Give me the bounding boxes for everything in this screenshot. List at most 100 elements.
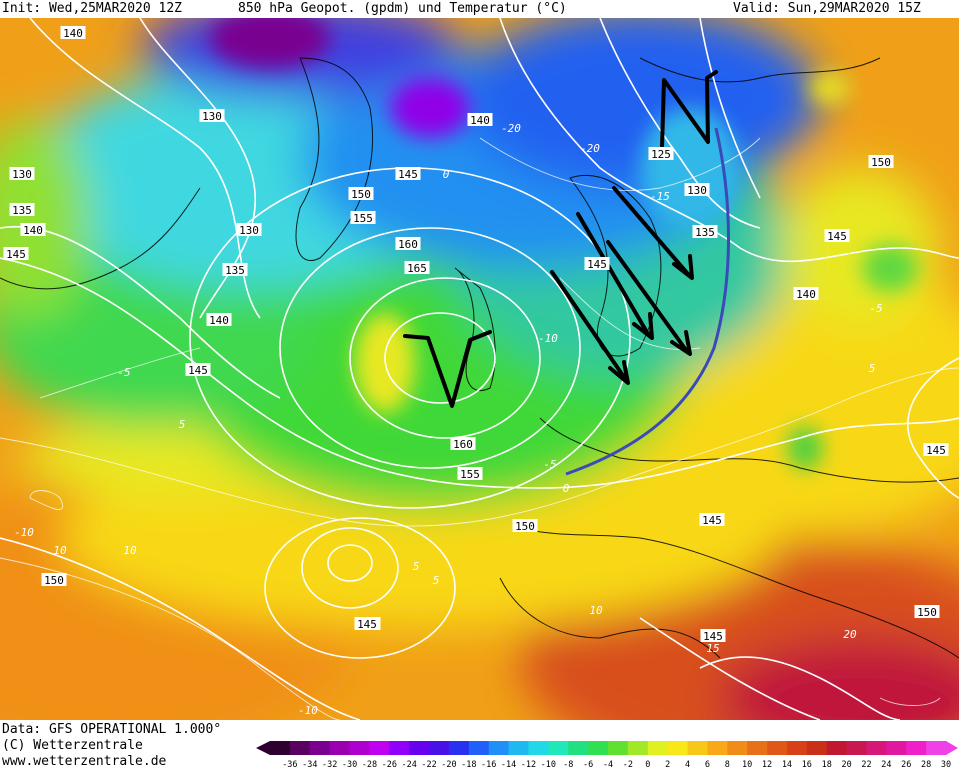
geopotential-label: 160 [453,438,473,451]
legend-tick-label: -24 [401,760,416,770]
temperature-isoline-label: -10 [538,332,558,345]
legend-arrow-left [256,741,270,755]
legend-tick-label: -6 [583,760,593,770]
legend-swatch [786,741,808,755]
temperature-isoline-label: 0 [443,168,450,181]
legend-swatch [826,741,848,755]
legend-tick-label: 24 [881,760,891,770]
legend-swatches [256,741,958,755]
geopotential-labels: 140 130 130 135 140 145 130 135 140 145 150 155 145 1… [3,26,949,643]
legend-swatch [846,741,867,755]
legend-tick-label: -8 [563,760,573,770]
geopotential-label-box [699,513,725,526]
legend-swatch [448,741,470,755]
geopotential-label-box [9,167,35,180]
geopotential-label: 145 [6,248,26,261]
legend-tick-label: -10 [541,760,556,770]
legend-swatch [409,741,430,755]
geopotential-label-box [824,229,850,242]
geopotential-label-box [395,167,421,180]
legend-swatch [707,741,728,755]
legend-tick-label: -16 [481,760,496,770]
front-line [565,127,730,476]
geopotential-label: 140 [63,27,83,40]
temperature-field [0,18,959,720]
geopotential-label: 130 [239,224,259,237]
geopotential-label-box [793,287,819,300]
legend-tick-label: 26 [901,760,911,770]
temperature-isoline-label: -20 [501,122,521,135]
legend-swatch [349,741,370,755]
wind-arrow-1 [550,270,630,385]
legend-swatch [429,741,450,755]
geopotential-label-box [185,363,211,376]
legend-ticks: -36 -34 -32 -30 -28 -26 -24 -22 -20 -18 -16 -14 -12-… [282,760,951,770]
legend-swatch [548,741,569,755]
geopotential-label: 145 [587,258,607,271]
legend-swatch [309,741,331,755]
legend-swatch [588,741,609,755]
legend-swatch [926,741,947,755]
geopotential-label-box [9,203,35,216]
legend-swatch [767,741,788,755]
legend-tick-label: 4 [685,760,690,770]
temperature-isoline-label: 5 [413,560,420,573]
legend-swatch [627,741,649,755]
legend-tick-label: -4 [603,760,613,770]
geopotential-label-box [3,247,29,260]
data-source-label: Data: GFS OPERATIONAL 1.000° [2,722,222,737]
temperature-isoline-label: -5 [117,366,130,379]
legend-tick-label: -34 [302,760,317,770]
legend-swatch [329,741,351,755]
geopotential-label-box [60,26,86,39]
geopotential-label-box [348,187,374,200]
legend-tick-label: 22 [861,760,871,770]
wind-arrow-2 [576,212,654,340]
temperature-isoline-label: 10 [589,604,603,617]
legend-tick-label: -20 [441,760,456,770]
geopotential-label-box [450,437,476,450]
geopotential-label-box [457,467,483,480]
geopotential-label-box [584,257,610,270]
geopotential-label-box [648,147,674,160]
legend-swatch [747,741,768,755]
temperature-isoline-label: 10 [53,544,67,557]
legend-tick-label: -18 [461,760,476,770]
legend-swatch [687,741,708,755]
legend-swatch [488,741,510,755]
legend-swatch [389,741,410,755]
temperature-isoline-label: -5 [543,458,556,471]
legend-swatch [886,741,907,755]
legend-tick-label: 18 [822,760,832,770]
legend-swatch [608,741,629,755]
geopotential-label: 145 [926,444,946,457]
legend-swatch [647,741,669,755]
legend-tick-label: 2 [665,760,670,770]
geopotential-label: 125 [651,148,671,161]
temperature-isoline-label: 5 [869,362,876,375]
wind-arrow-3 [606,240,692,356]
temperature-isoline-label: -10 [14,526,34,539]
coastlines [0,57,959,659]
temperature-isoline-label: 20 [843,628,857,641]
valid-time-label: Valid: Sun,29MAR2020 15Z [733,1,921,16]
geopotential-label: 135 [695,226,715,239]
legend-swatch [806,741,828,755]
geopotential-label: 140 [23,224,43,237]
legend-tick-label: -22 [421,760,436,770]
geopotential-label-box [684,183,710,196]
temperature-isoline-label: -20 [580,142,600,155]
geopotential-label: 160 [398,238,418,251]
temperature-isoline-label: 5 [433,574,440,587]
legend-swatch [270,741,291,755]
geopotential-label-box [923,443,949,456]
geopotential-label-box [236,223,262,236]
legend-arrow-right [946,741,958,755]
map-title: 850 hPa Geopot. (gpdm) und Temperatur (°… [238,1,567,16]
geopotential-label-box [350,211,376,224]
legend-tick-label: 14 [782,760,792,770]
legend-swatch [667,741,689,755]
legend-tick-label: 30 [941,760,951,770]
geopotential-label-box [199,109,225,122]
geopotential-label: 155 [460,468,480,481]
